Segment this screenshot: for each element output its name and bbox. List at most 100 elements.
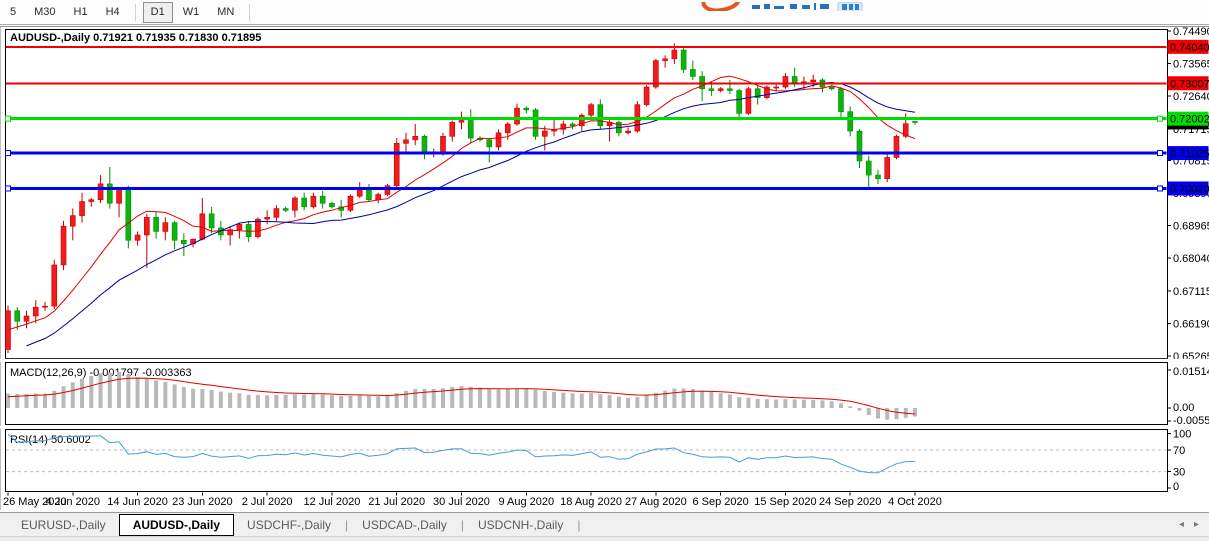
- candle-body: [255, 218, 261, 238]
- macd-histogram-bar: [311, 394, 316, 408]
- panel-splitter[interactable]: [0, 425, 1209, 429]
- macd-tick-label: 0.00: [1173, 402, 1194, 414]
- line-handle[interactable]: [1157, 115, 1163, 122]
- candle-body: [504, 123, 511, 134]
- macd-histogram-bar: [542, 391, 547, 408]
- macd-histogram-bar: [191, 388, 196, 408]
- candle-body: [292, 197, 298, 211]
- candle-body: [5, 310, 11, 350]
- candle-body: [458, 120, 465, 123]
- candle-body: [32, 306, 39, 317]
- macd-histogram-bar: [126, 374, 131, 408]
- tab-eurusd-daily[interactable]: EURUSD-,Daily: [21, 517, 106, 532]
- line-handle[interactable]: [5, 185, 11, 192]
- line-handle[interactable]: [5, 150, 11, 157]
- date-tick-label: 2 Jul 2020: [242, 496, 293, 508]
- macd-tick-label: -0.005595: [1173, 415, 1209, 427]
- macd-histogram-bar: [838, 403, 843, 408]
- macd-histogram-bar: [61, 386, 66, 408]
- candle-body: [514, 107, 520, 125]
- macd-histogram-bar: [764, 399, 769, 408]
- candle-body: [865, 160, 872, 176]
- candle-body: [134, 234, 141, 241]
- timeframe-button-m30[interactable]: M30: [34, 5, 56, 18]
- timeframe-button-5[interactable]: 5: [10, 5, 17, 18]
- macd-histogram-bar: [598, 394, 603, 408]
- price-line-label: [1167, 181, 1209, 196]
- macd-histogram-bar: [403, 390, 408, 408]
- tab-usdchf-daily[interactable]: USDCHF-,Daily: [247, 517, 332, 532]
- candle-body: [449, 121, 456, 137]
- macd-histogram-bar: [718, 393, 723, 408]
- macd-histogram-bar: [255, 394, 260, 408]
- toolbar-separator: [249, 3, 251, 21]
- chart-tab-bar: EURUSD-,Daily AUDUSD-,Daily USDCHF-,Daily |…: [0, 512, 1209, 536]
- rsi-tick-label: 0: [1173, 481, 1179, 493]
- candle-body: [107, 183, 113, 204]
- price-line-label: [1167, 39, 1209, 54]
- macd-histogram-bar: [533, 389, 538, 408]
- price-line-label: [1167, 146, 1209, 161]
- candle-body: [375, 194, 382, 201]
- macd-histogram-bar: [774, 399, 779, 408]
- macd-histogram-bar: [209, 389, 214, 408]
- tab-scroll-left-icon[interactable]: ◂: [1178, 519, 1184, 530]
- macd-histogram-bar: [801, 399, 806, 408]
- macd-histogram-bar: [117, 371, 122, 408]
- macd-histogram-bar: [154, 380, 159, 408]
- candle-body: [588, 104, 594, 116]
- macd-histogram-bar: [755, 398, 760, 408]
- price-line-value: 0.73007: [1170, 78, 1209, 90]
- macd-histogram-bar: [413, 389, 418, 408]
- candle-body: [88, 199, 95, 202]
- candle-body: [273, 208, 280, 218]
- candle-body: [301, 197, 307, 208]
- tab-separator: |: [460, 517, 464, 532]
- date-tick-label: 27 Aug 2020: [625, 496, 687, 508]
- macd-histogram-bar: [98, 373, 103, 408]
- macd-histogram-bar: [663, 390, 668, 408]
- candle-body: [662, 58, 668, 61]
- candle-body: [560, 123, 567, 130]
- macd-histogram-bar: [283, 394, 288, 408]
- candle-body: [893, 136, 900, 158]
- timeframe-button-d1[interactable]: D1: [142, 1, 173, 23]
- macd-histogram-bar: [394, 393, 399, 408]
- line-handle[interactable]: [1157, 150, 1163, 157]
- tab-separator: |: [577, 517, 581, 532]
- macd-histogram-bar: [783, 399, 788, 408]
- rsi-panel: [5, 429, 1168, 492]
- timeframe-button-h1[interactable]: H1: [73, 5, 88, 18]
- candle-body: [264, 217, 270, 220]
- macd-histogram-bar: [848, 406, 853, 408]
- macd-histogram-bar: [163, 381, 168, 408]
- macd-histogram-bar: [913, 408, 917, 417]
- timeframe-buttons: 5 M30 H1 H4 D1 W1 MN: [1, 0, 256, 24]
- macd-histogram-bar: [339, 396, 344, 408]
- tab-usdcad-daily[interactable]: USDCAD-,Daily: [362, 517, 447, 532]
- candle-body: [810, 79, 816, 83]
- macd-histogram-bar: [302, 394, 307, 408]
- candle-body: [181, 239, 187, 245]
- candle-body: [875, 174, 881, 179]
- tab-scroll-right-icon[interactable]: ▸: [1193, 519, 1199, 530]
- macd-histogram-bar: [746, 397, 751, 408]
- tab-audusd-daily[interactable]: AUDUSD-,Daily: [118, 513, 235, 536]
- line-handle[interactable]: [1157, 185, 1163, 192]
- timeframe-button-mn[interactable]: MN: [217, 5, 235, 18]
- price-line-value: 0.74040: [1170, 42, 1209, 54]
- line-handle[interactable]: [5, 115, 11, 122]
- price-line-value: 0.70020: [1170, 183, 1209, 195]
- tab-usdcnh-daily[interactable]: USDCNH-,Daily: [477, 517, 564, 532]
- candle-body: [421, 136, 428, 155]
- macd-histogram-bar: [616, 396, 621, 408]
- rsi-indicator: [6, 433, 1166, 474]
- timeframe-button-h4[interactable]: H4: [105, 5, 120, 18]
- macd-histogram-bar: [894, 408, 899, 420]
- timeframe-button-w1[interactable]: W1: [182, 5, 200, 18]
- macd-histogram-bar: [496, 389, 501, 408]
- candle-body: [236, 224, 243, 231]
- candle-body: [680, 49, 687, 70]
- candle-body: [412, 136, 419, 141]
- panel-splitter[interactable]: [0, 358, 1209, 362]
